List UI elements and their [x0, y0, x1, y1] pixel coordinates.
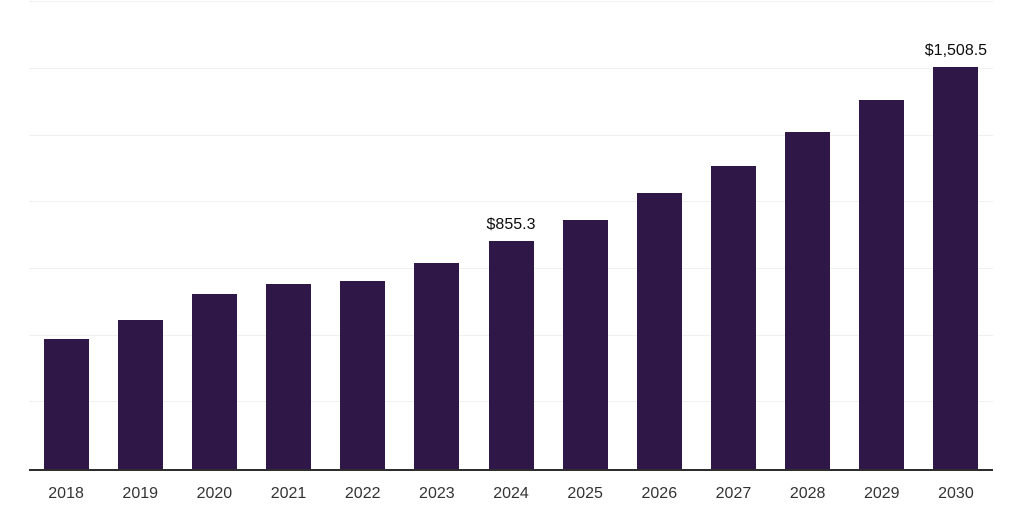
gridline-1500 [29, 67, 993, 69]
x-tick-2024: 2024 [493, 485, 529, 502]
x-tick-2019: 2019 [122, 485, 159, 502]
bar-2025[interactable] [562, 219, 608, 469]
bar-2021[interactable] [266, 283, 312, 469]
bar-2027[interactable] [710, 165, 756, 469]
bar-2018[interactable] [43, 339, 89, 469]
x-tick-2021: 2021 [270, 485, 307, 502]
x-axis-line [29, 469, 993, 471]
x-tick-2022: 2022 [344, 485, 381, 502]
bar-2022[interactable] [340, 280, 386, 469]
bar-2029[interactable] [859, 100, 905, 469]
bar-2023[interactable] [414, 262, 460, 469]
gridline-1000 [29, 201, 993, 203]
gridline-1250 [29, 134, 993, 136]
bars-layer: $855.3 $1,508.5 [29, 0, 993, 469]
data-label-2030: $1,508.5 [924, 41, 988, 59]
x-tick-2026: 2026 [641, 485, 678, 502]
bar-2020[interactable] [191, 293, 237, 469]
x-tick-2030: 2030 [938, 485, 974, 502]
bar-2026[interactable] [636, 193, 682, 469]
x-tick-2023: 2023 [419, 485, 455, 502]
x-tick-2027: 2027 [715, 485, 752, 502]
data-label-2024: $855.3 [486, 215, 536, 233]
bar-2019[interactable] [117, 319, 163, 469]
bar-2030[interactable] [933, 66, 979, 469]
x-tick-2028: 2028 [789, 485, 826, 502]
x-tick-2025: 2025 [567, 485, 603, 502]
bar-2024[interactable] [488, 240, 534, 469]
x-tick-2018: 2018 [48, 485, 84, 502]
gridline-1750 [29, 1, 993, 3]
x-tick-2029: 2029 [863, 485, 900, 502]
x-axis-labels: 2018 2019 2020 2021 2022 2023 2024 2025 2026 2027… [29, 471, 993, 512]
bar-2028[interactable] [785, 131, 831, 469]
x-tick-2020: 2020 [196, 485, 233, 502]
